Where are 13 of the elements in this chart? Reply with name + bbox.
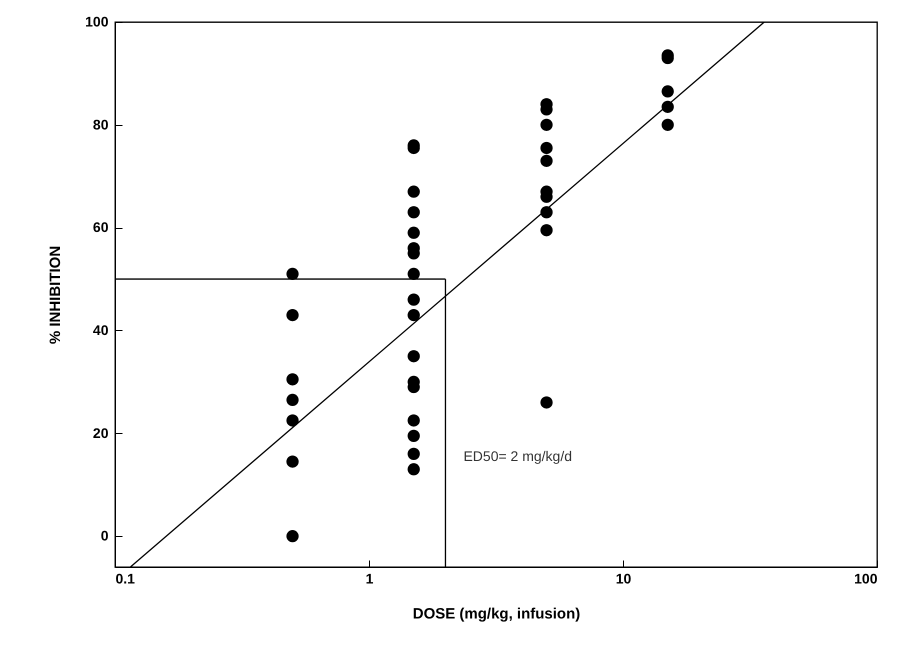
- ref-line-label: ED50= 2 mg/kg/d: [463, 448, 572, 464]
- y-tick-label: 40: [92, 322, 109, 338]
- x-tick-label: 10: [616, 570, 632, 586]
- x-tick-label: 0.1: [116, 570, 136, 586]
- y-tick-label: 0: [100, 528, 109, 544]
- x-axis-title: DOSE (mg/kg, infusion): [412, 606, 580, 622]
- x-tick-label: 100: [854, 570, 878, 586]
- y-tick-label: 20: [92, 424, 109, 441]
- y-tick-label: 80: [92, 116, 109, 132]
- y-tick-label: 100: [85, 14, 109, 30]
- y-tick-label: 60: [92, 219, 109, 236]
- y-axis-title: % INHIBITION: [47, 246, 64, 344]
- x-tick-label: 1: [366, 570, 374, 586]
